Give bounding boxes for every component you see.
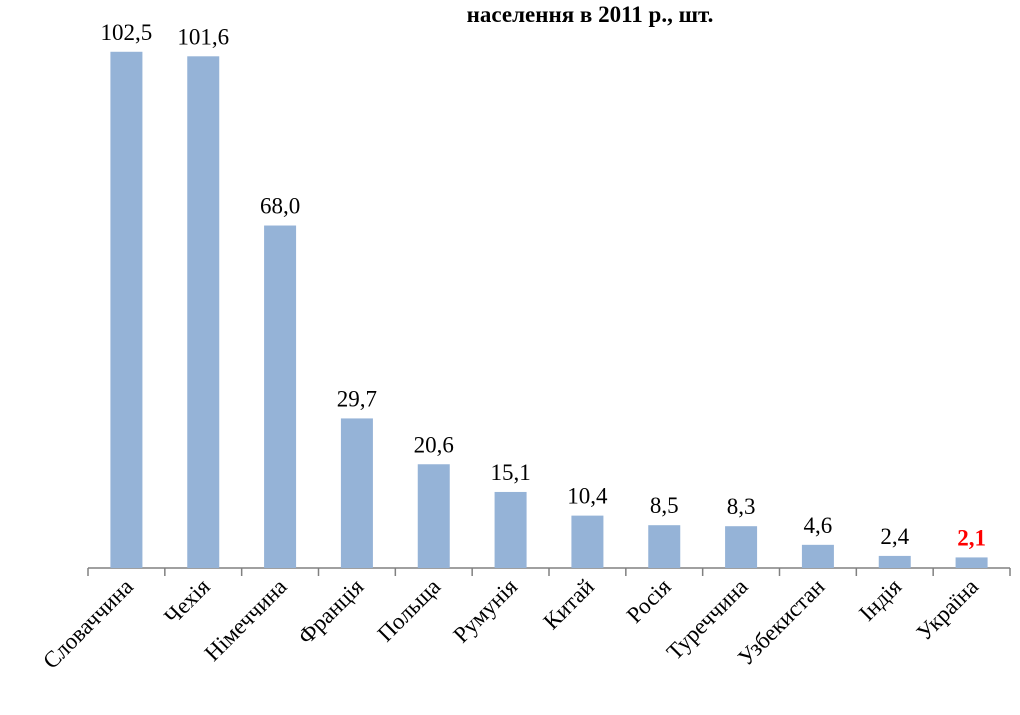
bar [648, 525, 681, 568]
x-tick-label: Польща [373, 574, 446, 647]
x-tick-label: Франція [293, 574, 369, 650]
value-label: 15,1 [490, 460, 530, 485]
bar [955, 557, 988, 568]
x-tick-label: Румунія [448, 574, 522, 648]
bar [878, 555, 911, 568]
bar [187, 56, 220, 569]
value-label: 68,0 [260, 194, 300, 219]
value-label: 4,6 [804, 513, 833, 538]
bar [725, 526, 758, 568]
chart-title: населення в 2011 р., шт. [467, 2, 714, 27]
bar [264, 225, 297, 568]
bar [494, 491, 527, 568]
x-tick-label: Україна [912, 574, 983, 645]
x-tick-label: Росія [622, 574, 676, 628]
bar [801, 544, 834, 568]
value-label: 10,4 [567, 484, 608, 509]
x-tick-label: Чехія [159, 574, 215, 630]
x-tick-label: Китай [538, 574, 598, 634]
value-label: 29,7 [337, 386, 377, 411]
value-label: 101,6 [177, 24, 229, 49]
value-label: 2,4 [880, 524, 909, 549]
value-label: 20,6 [414, 432, 454, 457]
x-tick-label: Індія [854, 574, 906, 626]
value-label: 8,5 [650, 493, 679, 518]
value-label: 102,5 [101, 20, 153, 45]
x-tick-label: Німеччина [200, 574, 292, 666]
bar [571, 515, 604, 568]
bar [340, 418, 373, 568]
bar [417, 464, 450, 568]
x-tick-label: Словаччина [38, 574, 138, 674]
value-label: 2,1 [957, 525, 986, 550]
bar [110, 51, 143, 569]
value-label: 8,3 [727, 494, 756, 519]
